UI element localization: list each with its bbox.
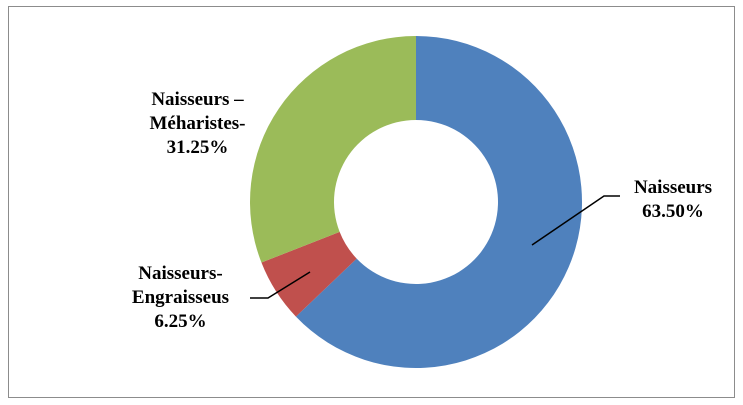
slice-label-line: Naisseurs –	[151, 89, 244, 110]
donut-slice-naisseurs-engraisseus	[261, 231, 357, 317]
leader-lines	[250, 195, 620, 299]
slice-label-line: Méharistes-	[149, 113, 246, 134]
slice-label-line: Engraisseus	[131, 287, 230, 308]
donut-slice-naisseurs	[295, 36, 582, 368]
slice-label-naisseurs-meharistes: Naisseurs – Méharistes- 31.25%	[125, 88, 270, 160]
slice-label-naisseurs: Naisseurs 63.50%	[618, 176, 728, 224]
slice-label-percent: 63.50%	[642, 201, 704, 222]
slice-label-line: Naisseurs	[633, 177, 713, 198]
slice-label-percent: 31.25%	[166, 137, 229, 158]
donut-slices	[250, 36, 582, 368]
slice-label-naisseurs-engraisseus: Naisseurs- Engraisseus 6.25%	[108, 262, 253, 334]
leader-line-naisseurs-engraisseus	[250, 271, 311, 299]
leader-line-naisseurs	[531, 195, 620, 246]
slice-label-line: Naisseurs-	[138, 263, 223, 284]
slice-label-percent: 6.25%	[154, 311, 207, 332]
donut-slice-naisseurs-m-haristes	[250, 36, 416, 263]
